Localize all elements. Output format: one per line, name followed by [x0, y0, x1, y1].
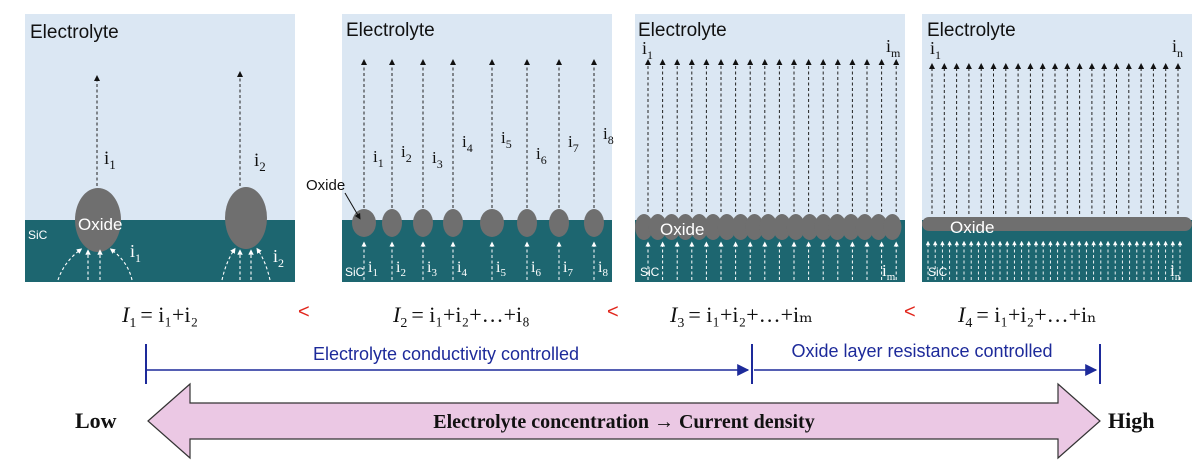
current-label: i6: [536, 144, 547, 167]
oxide-particle: [75, 188, 121, 252]
oxide-particle: [690, 214, 709, 240]
sic-current-stream: [256, 247, 271, 281]
oxide-pointer-arrow: [344, 192, 361, 220]
electrolyte-region: [635, 14, 905, 220]
electrolyte-label: Electrolyte: [30, 22, 119, 43]
oxide-particle: [828, 214, 847, 240]
oxide-particle: [635, 214, 653, 240]
current-label: i7: [568, 132, 579, 155]
oxide-particle: [883, 214, 902, 240]
oxide-particle: [443, 209, 463, 237]
oxide-particle: [786, 214, 805, 240]
oxide-layer: [922, 217, 1192, 231]
current-label-i1: i1: [930, 38, 941, 62]
oxide-particle: [648, 214, 667, 240]
electrolyte-label: Electrolyte: [346, 20, 435, 41]
current-label-i1: i1: [104, 148, 116, 172]
oxide-particle: [800, 214, 819, 240]
electrolyte-region: [25, 14, 295, 220]
sic-current-stream: [109, 248, 133, 281]
current-label: i2: [401, 142, 412, 165]
equation-I2: I2 = i₁+i₂+…+i₈: [392, 302, 530, 331]
sic-label: SiC: [28, 228, 48, 242]
oxide-particle: [869, 214, 888, 240]
panel-3: Electrolyte SiC Oxide i1 im im: [635, 14, 905, 283]
concentration-scale: Electrolyte concentration → Current dens…: [75, 382, 1154, 460]
regime-brackets: Electrolyte conductivity controlled Oxid…: [145, 341, 1101, 384]
current-label-in-sic: in: [1170, 261, 1181, 283]
double-headed-arrow: [147, 382, 1101, 460]
oxide-particle: [517, 209, 537, 237]
electrolyte-label: Electrolyte: [638, 20, 727, 41]
sic-label: SiC: [345, 265, 365, 279]
current-label-im-sic: im: [882, 261, 896, 283]
oxide-particle: [480, 209, 504, 237]
regime-right-label: Oxide layer resistance controlled: [791, 341, 1052, 361]
current-label-i1: i1: [642, 38, 653, 62]
oxide-particle: [745, 214, 764, 240]
current-label-sic: i2: [396, 259, 406, 279]
panel-1: Electrolyte SiC Oxide i1 i2 i1 i2: [25, 14, 295, 282]
oxide-particle: [717, 214, 736, 240]
oxide-label: Oxide: [306, 177, 345, 194]
oxide-label: Oxide: [950, 218, 994, 237]
current-label-im: im: [886, 36, 901, 60]
oxide-particle: [731, 214, 750, 240]
oxide-label: Oxide: [660, 220, 704, 239]
current-label-sic: i8: [598, 259, 608, 279]
current-label-sic: i4: [457, 259, 467, 279]
current-label-sic: i1: [368, 259, 378, 279]
equation-I1: I1 = i₁+i₂: [121, 302, 198, 331]
current-label-i2: i2: [254, 150, 266, 174]
oxide-particle: [704, 214, 722, 240]
oxide-particle: [549, 209, 569, 237]
oxide-particle: [382, 209, 402, 237]
current-label-in: in: [1172, 36, 1183, 60]
scale-high-label: High: [1108, 408, 1154, 433]
less-than-symbol: <: [298, 301, 310, 323]
current-label-i2-sic: i2: [273, 246, 284, 270]
panel-2: Electrolyte SiC i1 i1 i2 i2 i3 i3 i4 i4 i5 i5 i6 i6…: [306, 14, 614, 282]
panel-4: Electrolyte SiC Oxide i1 in in: [922, 14, 1192, 283]
oxide-particle: [676, 214, 695, 240]
less-than-symbol: <: [607, 301, 619, 323]
current-label-sic: i5: [496, 259, 506, 279]
less-than-symbol: <: [904, 301, 916, 323]
current-label-sic: i7: [563, 259, 573, 279]
equation-I4: I4 = i₁+i₂+…+iₙ: [957, 302, 1097, 331]
sic-current-stream: [221, 247, 236, 281]
oxide-particle: [413, 209, 433, 237]
current-label: i4: [462, 132, 473, 155]
current-label-sic: i6: [531, 259, 541, 279]
equation-I3: I3 = i₁+i₂+…+iₘ: [669, 302, 813, 331]
oxide-particle: [842, 214, 860, 240]
oxide-particle: [814, 214, 833, 240]
electrolyte-region: [342, 14, 612, 220]
oxide-label: Oxide: [78, 215, 122, 234]
current-label-sic: i3: [427, 259, 437, 279]
oxide-particle: [352, 209, 376, 237]
electrolyte-region: [922, 14, 1192, 220]
oxide-particle: [759, 214, 778, 240]
current-label-i1-sic: i1: [130, 241, 141, 265]
electrolyte-label: Electrolyte: [927, 20, 1016, 41]
sic-current-stream: [57, 248, 83, 281]
current-label: i3: [432, 148, 443, 171]
sic-label: SiC: [928, 265, 948, 279]
oxide-particle: [773, 214, 791, 240]
equations-row: I1 = i₁+i₂ I2 = i₁+i₂+…+i₈ I3 = i₁+i₂+…+iₘ …: [121, 301, 1097, 331]
oxide-particle: [662, 214, 681, 240]
oxide-particle: [855, 214, 874, 240]
regime-left-label: Electrolyte conductivity controlled: [313, 344, 579, 364]
oxide-particle: [225, 187, 267, 249]
current-label: i1: [373, 147, 384, 170]
current-label: i5: [501, 128, 512, 151]
oxide-particle: [584, 209, 604, 237]
scale-low-label: Low: [75, 408, 117, 433]
scale-caption: Electrolyte concentration → Current dens…: [433, 411, 814, 433]
sic-label: SiC: [640, 265, 660, 279]
current-label: i8: [603, 124, 614, 147]
